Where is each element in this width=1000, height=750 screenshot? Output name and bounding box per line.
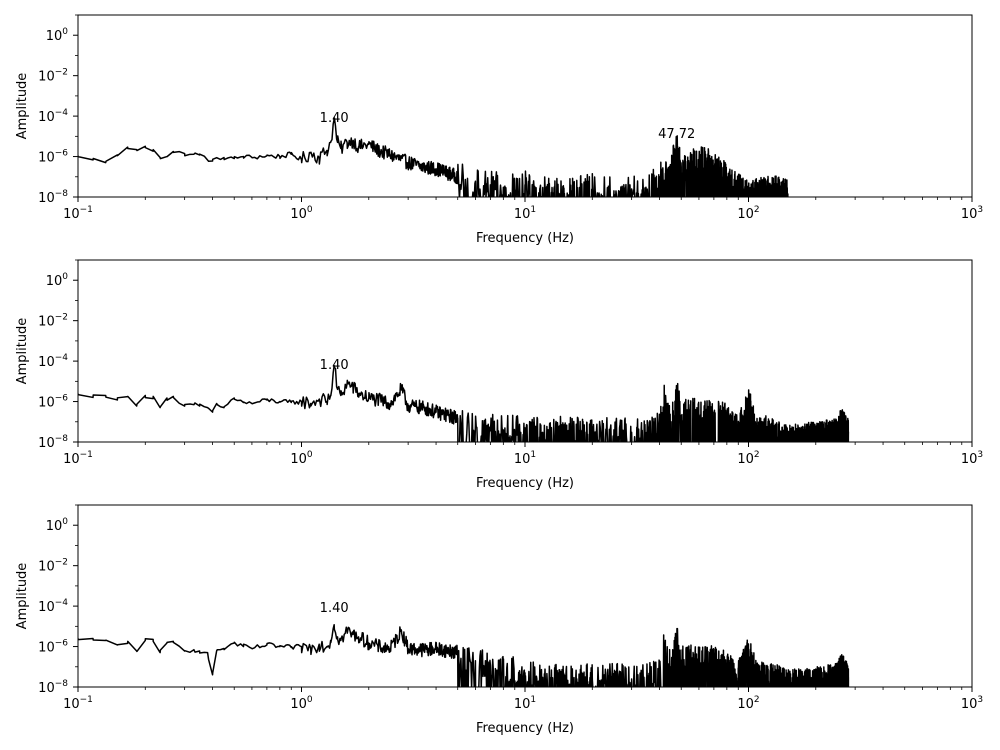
spectrum-line [78, 623, 850, 687]
spectrum-line [78, 117, 789, 197]
spectrum-panel-2: 10−1 100 101 102 10310−810−610−410−2100Frequ… [15, 259, 983, 491]
peak-annotation: 47.72 [658, 127, 695, 142]
x-axis-label: Frequency (Hz) [476, 231, 574, 246]
spectrum-line [78, 364, 850, 442]
y-axis-label: Amplitude [15, 563, 30, 630]
peak-annotation: 1.40 [320, 601, 349, 616]
x-axis-label: Frequency (Hz) [476, 476, 574, 491]
y-axis-label: Amplitude [15, 73, 30, 140]
x-axis-label: Frequency (Hz) [476, 721, 574, 736]
peak-annotation: 1.40 [320, 358, 349, 373]
y-axis-label: Amplitude [15, 318, 30, 385]
peak-annotation: 1.40 [320, 111, 349, 126]
